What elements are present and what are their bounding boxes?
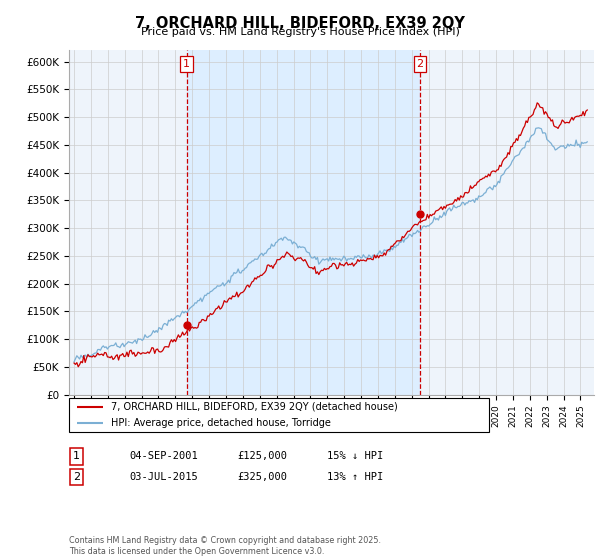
Point [182,321,191,330]
Bar [187,50,420,395]
Text: 1: 1 [183,59,190,69]
Text: 13% ↑ HPI: 13% ↑ HPI [327,472,383,482]
Text: 2: 2 [73,472,80,482]
Text: 03-JUL-2015: 03-JUL-2015 [129,472,198,482]
Text: 1: 1 [73,451,80,461]
Text: £125,000: £125,000 [237,451,287,461]
Text: HPI: Average price, detached house, Torridge: HPI: Average price, detached house, Torr… [111,418,331,428]
Text: Contains HM Land Registry data © Crown copyright and database right 2025.
This d: Contains HM Land Registry data © Crown c… [69,536,381,556]
Text: 2: 2 [416,59,424,69]
Text: 04-SEP-2001: 04-SEP-2001 [129,451,198,461]
Text: £325,000: £325,000 [237,472,287,482]
Text: Price paid vs. HM Land Registry's House Price Index (HPI): Price paid vs. HM Land Registry's House … [140,27,460,37]
Text: 7, ORCHARD HILL, BIDEFORD, EX39 2QY (detached house): 7, ORCHARD HILL, BIDEFORD, EX39 2QY (det… [111,402,398,412]
Point [415,210,425,219]
Text: 15% ↓ HPI: 15% ↓ HPI [327,451,383,461]
FancyBboxPatch shape [69,398,489,432]
Text: 7, ORCHARD HILL, BIDEFORD, EX39 2QY: 7, ORCHARD HILL, BIDEFORD, EX39 2QY [135,16,465,31]
